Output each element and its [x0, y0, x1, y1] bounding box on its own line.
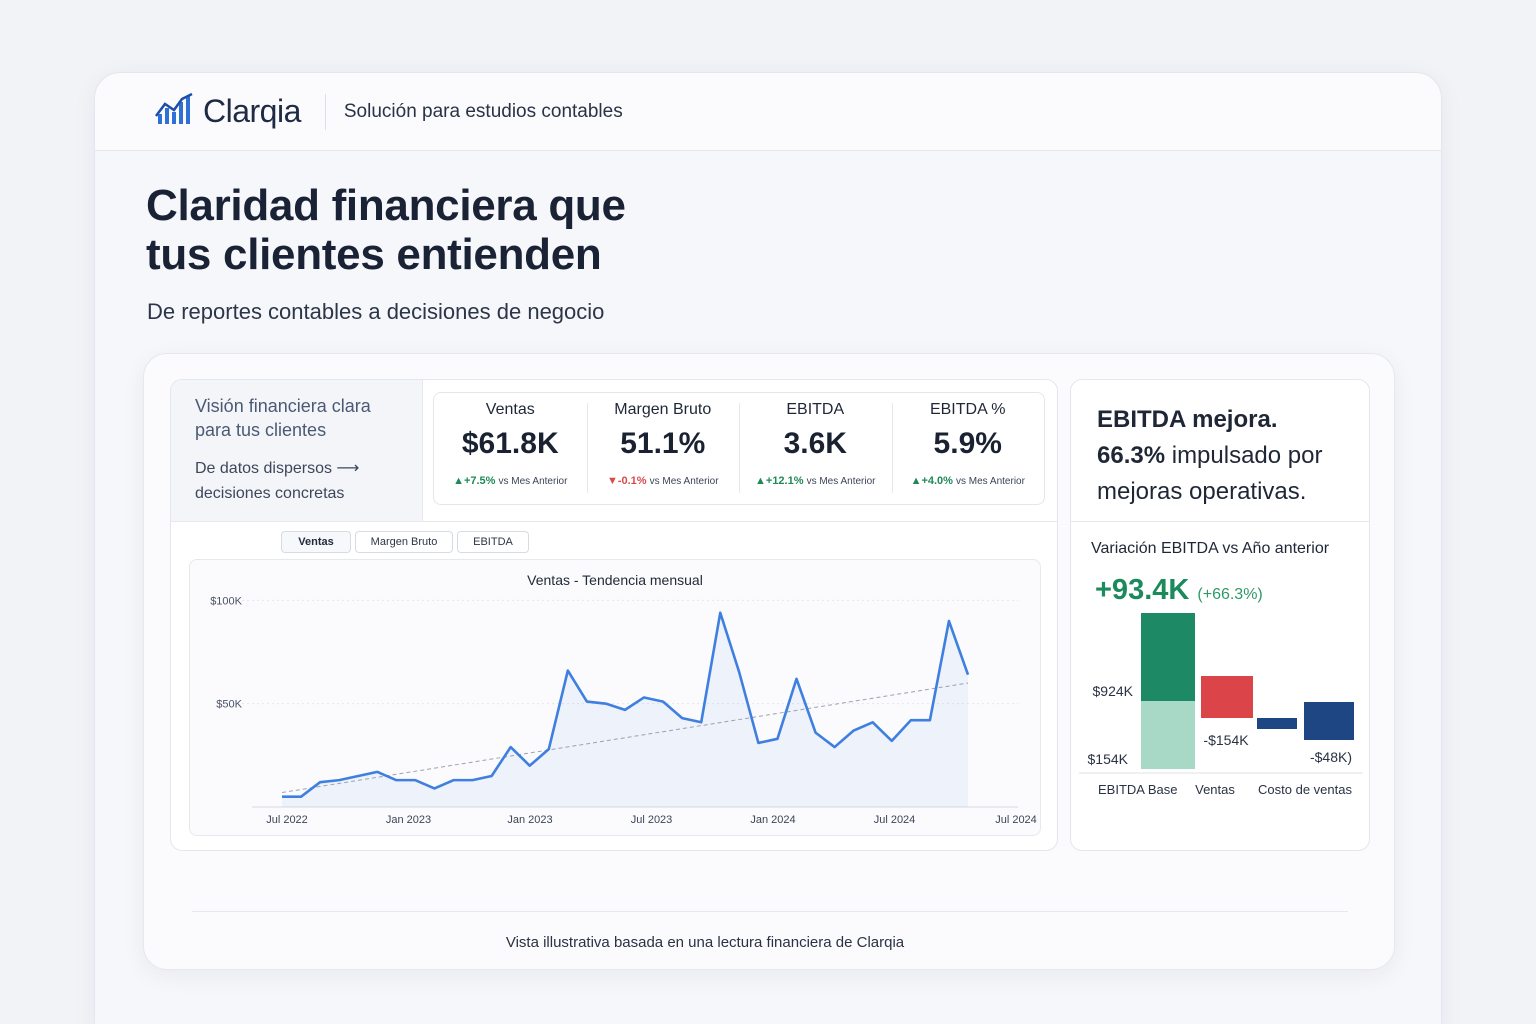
- waterfall-bar-costo: [1257, 718, 1297, 729]
- intro-title-line2: para tus clientes: [195, 420, 327, 440]
- hero-title-line2: tus clientes entienden: [146, 230, 602, 279]
- kpi-label: EBITDA: [786, 401, 845, 418]
- chart-tabs: Ventas Margen Bruto EBITDA: [281, 531, 529, 553]
- divider: [192, 911, 1348, 912]
- x-tick-label: Jul 2024: [874, 814, 916, 826]
- waterfall-category-label: Costo de ventas: [1258, 782, 1352, 797]
- insight-line3: mejoras operativas.: [1097, 478, 1307, 505]
- variation-value: +93.4K (+66.3%): [1095, 574, 1263, 607]
- y-tick-label: $100K: [210, 595, 242, 607]
- insight-text: EBITDA mejora. 66.3% impulsado por mejor…: [1097, 402, 1357, 510]
- brand-name: Clarqia: [203, 93, 301, 129]
- kpi-delta-ref: vs Mes Anterior: [498, 476, 568, 487]
- waterfall-value-label: -$154K: [1203, 732, 1249, 748]
- waterfall-bar-base-top: [1141, 613, 1195, 701]
- kpi-value: 3.6K: [783, 427, 847, 460]
- waterfall-category-label: Ventas: [1195, 782, 1235, 797]
- x-tick-label: Jan 2024: [750, 814, 795, 826]
- kpi-label: Ventas: [485, 401, 535, 418]
- insight-line1: EBITDA mejora.: [1097, 406, 1278, 433]
- triangle-up-icon: ▲: [755, 475, 766, 487]
- chart-title: Ventas - Tendencia mensual: [527, 572, 703, 588]
- preview-panel: Visión financiera clara para tus cliente…: [143, 353, 1395, 970]
- kpi-value: 51.1%: [620, 427, 706, 460]
- kpi-ebitda[interactable]: EBITDA % 5.9% ▲+4.0% vs Mes Anterior: [891, 393, 1045, 504]
- footer-note: Vista illustrativa basada en una lectura…: [505, 934, 905, 951]
- kpi-delta-ref: vs Mes Anterior: [956, 476, 1025, 487]
- app-frame: Clarqia Solución para estudios contables…: [94, 72, 1442, 1024]
- series-line: [282, 611, 970, 798]
- kpi-delta: ▲+7.5% vs Mes Anterior: [434, 475, 587, 487]
- kpi-ebitda[interactable]: EBITDA 3.6K ▲+12.1% vs Mes Anterior: [739, 393, 892, 504]
- tab-ebitda[interactable]: EBITDA: [457, 531, 529, 553]
- hero-subtitle: De reportes contables a decisiones de ne…: [147, 299, 605, 324]
- kpi-delta: ▼-0.1% vs Mes Anterior: [587, 475, 740, 487]
- kpi-delta: ▲+12.1% vs Mes Anterior: [739, 475, 892, 487]
- waterfall-value-label: $924K: [1093, 683, 1134, 699]
- kpi-delta-ref: vs Mes Anterior: [649, 476, 719, 487]
- insight-highlight: 66.3%: [1097, 442, 1166, 469]
- kpi-label: Margen Bruto: [614, 401, 712, 418]
- hero-title: Claridad financiera que tus clientes ent…: [146, 181, 846, 279]
- insight-line2: impulsado por: [1165, 442, 1323, 469]
- intro-title: Visión financiera clara para tus cliente…: [195, 394, 422, 442]
- divider: [324, 93, 326, 130]
- tab-margen-bruto[interactable]: Margen Bruto: [355, 531, 453, 553]
- ebitda-insight-card: EBITDA mejora. 66.3% impulsado por mejor…: [1070, 379, 1370, 851]
- hero-title-line1: Claridad financiera que: [146, 181, 626, 230]
- variation-amount: +93.4K: [1095, 574, 1190, 606]
- waterfall-bar-base-bottom: [1141, 701, 1195, 769]
- variation-title: Variación EBITDA vs Año anterior: [1091, 540, 1330, 557]
- chart-logo-icon: [155, 92, 195, 131]
- intro-sub-line2: decisiones concretas: [195, 485, 345, 502]
- divider: [1071, 521, 1369, 522]
- waterfall-bar-last: [1304, 702, 1354, 740]
- chart-canvas: $100K $50K Jul 2022 Jan 2023 Jan 2023 Jul 202…: [210, 595, 1037, 826]
- x-tick-label: Jul 2024: [995, 814, 1037, 826]
- kpi-value: 5.9%: [933, 427, 1002, 460]
- ebitda-waterfall-chart: $924K $154K -$154K -$48K) EBITDA Base Ventas C…: [1079, 613, 1363, 797]
- kpi-ventas[interactable]: Ventas $61.8K ▲+7.5% vs Mes Anterior: [434, 393, 587, 504]
- x-tick-label: Jul 2022: [266, 814, 308, 826]
- divider: [171, 521, 1057, 522]
- kpi-delta: ▲+4.0% vs Mes Anterior: [892, 475, 1045, 487]
- triangle-up-icon: ▲: [910, 475, 922, 487]
- trendline: [281, 682, 969, 794]
- intro-sub-line1: De datos dispersos ⟶: [195, 460, 360, 477]
- kpi-value: $61.8K: [461, 427, 559, 460]
- kpi-margen-bruto[interactable]: Margen Bruto 51.1% ▼-0.1% vs Mes Anterior: [586, 393, 740, 504]
- triangle-down-icon: ▼: [606, 475, 618, 487]
- kpi-delta-value: -0.1%: [617, 475, 647, 487]
- x-tick-label: Jan 2023: [386, 814, 431, 826]
- top-bar: Clarqia Solución para estudios contables: [95, 73, 1441, 151]
- triangle-up-icon: ▲: [453, 475, 464, 487]
- sales-trend-chart: Ventas - Tendencia mensual $100K $50K Jul …: [189, 559, 1041, 836]
- kpi-delta-ref: vs Mes Anterior: [806, 476, 876, 487]
- brand-tagline: Solución para estudios contables: [343, 100, 623, 122]
- dashboard-card: Visión financiera clara para tus cliente…: [170, 379, 1058, 851]
- waterfall-bar-ventas: [1201, 676, 1253, 718]
- y-tick-label: $50K: [216, 699, 242, 711]
- kpi-label: EBITDA %: [929, 401, 1006, 418]
- tab-ventas[interactable]: Ventas: [281, 531, 351, 553]
- waterfall-value-label: $154K: [1088, 751, 1129, 767]
- waterfall-category-label: EBITDA Base: [1098, 782, 1177, 797]
- x-tick-label: Jan 2023: [507, 814, 552, 826]
- waterfall-value-label: -$48K): [1310, 749, 1352, 765]
- kpi-delta-value: +4.0%: [921, 475, 953, 487]
- kpi-strip: Ventas $61.8K ▲+7.5% vs Mes Anterior Margen…: [433, 392, 1045, 505]
- kpi-delta-value: +7.5%: [463, 475, 496, 487]
- x-tick-label: Jul 2023: [631, 814, 673, 826]
- brand-logo[interactable]: Clarqia: [155, 92, 301, 131]
- intro-title-line1: Visión financiera clara: [195, 396, 371, 416]
- variation-pct: (+66.3%): [1197, 586, 1263, 603]
- kpi-delta-value: +12.1%: [765, 475, 804, 487]
- intro-subtitle: De datos dispersos ⟶ decisiones concreta…: [195, 456, 422, 506]
- intro-block: Visión financiera clara para tus cliente…: [171, 380, 423, 522]
